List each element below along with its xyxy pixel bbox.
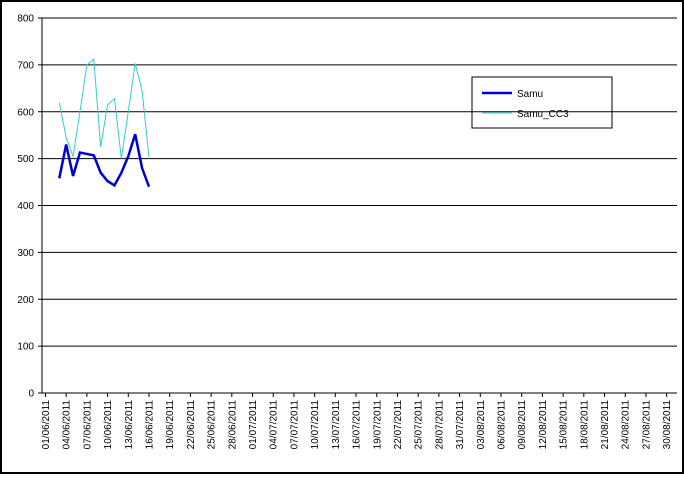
x-tick-label: 28/06/2011 — [227, 400, 238, 450]
y-tick-label: 100 — [17, 342, 34, 353]
x-tick-label: 21/08/2011 — [600, 400, 611, 450]
x-tick-label: 25/07/2011 — [414, 400, 425, 450]
y-tick-label: 200 — [17, 295, 34, 306]
legend-label: Samu_CC3 — [517, 109, 569, 120]
x-tick-label: 25/06/2011 — [207, 400, 218, 450]
y-tick-label: 300 — [17, 248, 34, 259]
x-tick-label: 22/06/2011 — [186, 400, 197, 450]
y-tick-label: 600 — [17, 107, 34, 118]
x-tick-label: 06/08/2011 — [496, 400, 507, 450]
y-tick-label: 400 — [17, 201, 34, 212]
y-tick-label: 500 — [17, 154, 34, 165]
x-tick-label: 27/08/2011 — [641, 400, 652, 450]
x-tick-label: 15/08/2011 — [559, 400, 570, 450]
x-tick-label: 13/06/2011 — [124, 400, 135, 450]
x-tick-label: 16/07/2011 — [352, 400, 363, 450]
x-tick-label: 01/06/2011 — [41, 400, 52, 450]
x-tick-label: 16/06/2011 — [144, 400, 155, 450]
y-tick-label: 800 — [17, 14, 34, 25]
x-tick-label: 24/08/2011 — [621, 400, 632, 450]
x-tick-label: 12/08/2011 — [538, 400, 549, 450]
y-tick-label: 0 — [28, 389, 34, 400]
x-tick-label: 10/07/2011 — [310, 400, 321, 450]
series-line — [58, 58, 150, 159]
series-line — [58, 133, 151, 188]
x-tick-label: 31/07/2011 — [455, 400, 466, 450]
x-tick-label: 10/06/2011 — [103, 400, 114, 450]
x-tick-label: 07/07/2011 — [289, 400, 300, 450]
x-tick-label: 13/07/2011 — [331, 400, 342, 450]
x-tick-label: 22/07/2011 — [393, 400, 404, 450]
x-tick-label: 09/08/2011 — [517, 400, 528, 450]
x-tick-label: 19/06/2011 — [165, 400, 176, 450]
legend-box — [471, 76, 613, 129]
legend — [471, 76, 613, 129]
legend-label: Samu — [517, 89, 543, 100]
x-tick-label: 04/06/2011 — [62, 400, 73, 450]
x-tick-label: 04/07/2011 — [269, 400, 280, 450]
x-tick-label: 07/06/2011 — [82, 400, 93, 450]
x-tick-label: 30/08/2011 — [662, 400, 673, 450]
x-tick-label: 18/08/2011 — [579, 400, 590, 450]
x-tick-label: 19/07/2011 — [372, 400, 383, 450]
x-tick-label: 01/07/2011 — [248, 400, 259, 450]
y-tick-label: 700 — [17, 60, 34, 71]
x-tick-label: 28/07/2011 — [434, 400, 445, 450]
x-tick-label: 03/08/2011 — [476, 400, 487, 450]
